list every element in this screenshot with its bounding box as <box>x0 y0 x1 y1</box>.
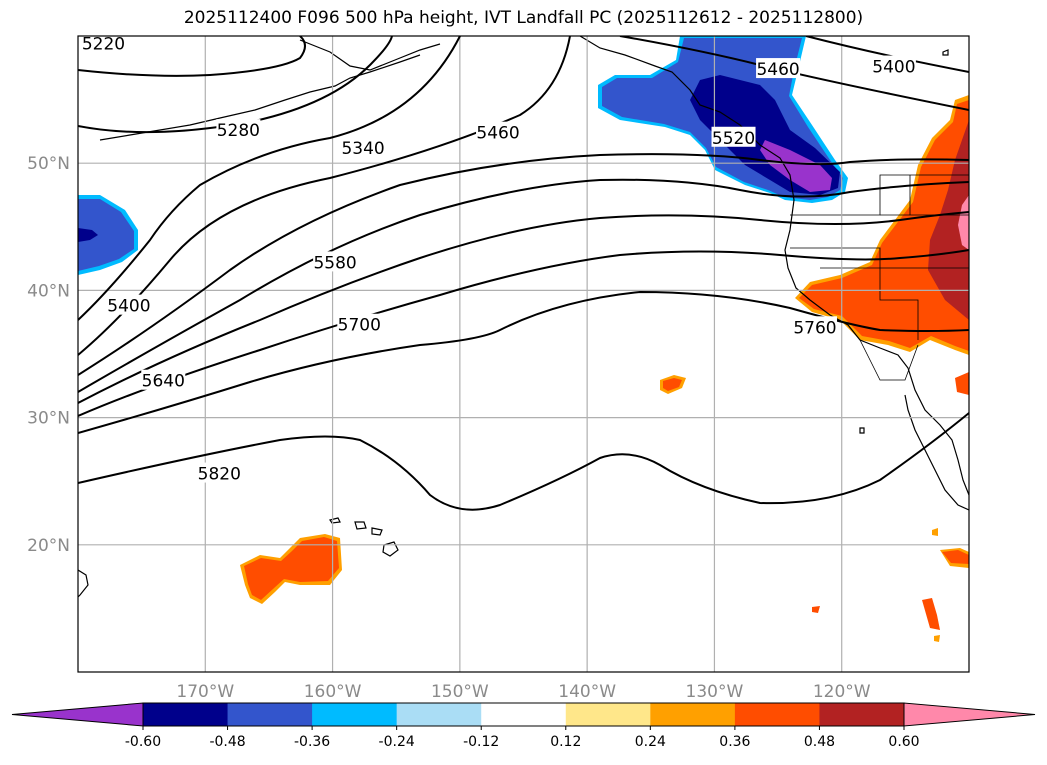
contour-label-bg <box>81 36 126 53</box>
contour-label: 5760 <box>793 318 836 338</box>
colorbar-segment <box>650 703 736 726</box>
lon-tick-label: 140°W <box>558 682 616 702</box>
contour-5520 <box>78 178 969 393</box>
contour-label: 5820 <box>198 465 241 485</box>
contour-5580 <box>78 211 969 404</box>
contour-label: 5580 <box>313 253 356 273</box>
colorbar-tick-label: 0.36 <box>719 734 750 750</box>
contour-5400-w <box>78 36 571 356</box>
colorbar-tick-label: 0.60 <box>888 734 919 750</box>
contour-label-bg <box>792 316 837 337</box>
colorbar-segment <box>565 703 651 726</box>
chart-title: 2025112400 F096 500 hPa height, IVT Land… <box>183 8 864 28</box>
contour-label-bg <box>756 58 801 79</box>
contour-label-bg <box>141 369 186 390</box>
colorbar-tick-label: -0.48 <box>209 734 245 750</box>
contour-label: 5400 <box>107 297 150 317</box>
colorbar-segment <box>312 703 398 726</box>
map-area: 5220 5280 5340 5460 5460 5400 5520 5400 5580 5700… <box>78 35 969 672</box>
colorbar-extend-min <box>11 702 144 727</box>
coastlines <box>78 36 969 598</box>
contour-label: 5460 <box>476 124 519 144</box>
contour-label: 5400 <box>872 58 915 78</box>
colorbar-outline <box>142 702 905 727</box>
lat-tick-label: 50°N <box>27 154 70 174</box>
lon-tick-label: 150°W <box>431 682 489 702</box>
contour-label: 5520 <box>712 129 755 149</box>
colorbar-tick-label: 0.24 <box>635 734 666 750</box>
ivt-negative-shading <box>78 36 848 310</box>
colorbar-segment <box>227 703 313 726</box>
contour-label-bg <box>197 462 242 483</box>
map-frame <box>77 35 970 673</box>
contour-label: 5220 <box>82 35 125 55</box>
lat-tick-label: 20°N <box>27 536 70 556</box>
contour-5220 <box>78 36 306 77</box>
lat-tick-label: 40°N <box>27 281 70 301</box>
colorbar-segment <box>819 703 905 726</box>
height-contours <box>78 36 969 511</box>
lon-tick-label: 120°W <box>813 682 871 702</box>
contour-label: 5640 <box>142 372 185 392</box>
contour-label: 5280 <box>217 121 260 141</box>
contour-labels: 5220 5280 5340 5460 5460 5400 5520 5400 5580 5700… <box>81 35 916 485</box>
contour-5460 <box>78 153 969 376</box>
contour-label-bg <box>337 313 382 334</box>
contour-label-bg <box>341 136 386 157</box>
contour-label-bg <box>106 294 151 315</box>
contour-5280 <box>78 36 393 134</box>
contour-5820 <box>78 412 969 511</box>
contour-label: 5460 <box>756 60 799 80</box>
contour-label-bg <box>313 251 358 272</box>
axis-ticks: 170°W 160°W 150°W 140°W 130°W 120°W 20°N 30°N 40… <box>27 154 871 702</box>
colorbar: -0.60 -0.48 -0.36 -0.24 -0.12 0.12 0.24 0.36 0.4… <box>11 702 1036 750</box>
colorbar-tick-label: -0.24 <box>379 734 415 750</box>
colorbar-tick-label: -0.36 <box>294 734 330 750</box>
lat-tick-label: 30°N <box>27 409 70 429</box>
colorbar-tick-label: 0.12 <box>550 734 581 750</box>
graticule <box>78 36 969 672</box>
colorbar-segment <box>734 703 820 726</box>
colorbar-tick-label: -0.60 <box>125 734 161 750</box>
lon-tick-label: 160°W <box>304 682 362 702</box>
lon-tick-label: 170°W <box>176 682 234 702</box>
colorbar-segment <box>143 703 229 726</box>
contour-label: 5340 <box>341 139 384 159</box>
contour-label-bg <box>476 121 521 142</box>
colorbar-segment <box>396 703 482 726</box>
contour-5700 <box>78 290 969 434</box>
colorbar-segment <box>481 703 567 726</box>
lon-tick-label: 130°W <box>686 682 744 702</box>
contour-label-bg <box>216 119 261 140</box>
contour-label-bg <box>711 126 756 147</box>
ivt-positive-shading <box>240 95 969 642</box>
colorbar-tick-label: -0.12 <box>463 734 499 750</box>
contour-label-bg <box>871 55 916 76</box>
contour-label: 5700 <box>338 316 381 336</box>
borders <box>790 174 969 381</box>
contour-5400-n <box>805 36 969 73</box>
colorbar-tick-label: 0.48 <box>804 734 835 750</box>
contour-5640 <box>78 249 969 417</box>
contour-5340-w <box>78 36 461 321</box>
colorbar-extend-max <box>903 702 1036 727</box>
